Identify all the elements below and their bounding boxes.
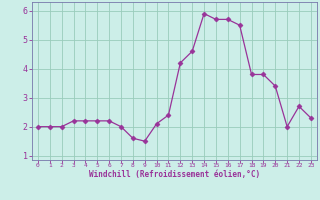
X-axis label: Windchill (Refroidissement éolien,°C): Windchill (Refroidissement éolien,°C) — [89, 170, 260, 179]
